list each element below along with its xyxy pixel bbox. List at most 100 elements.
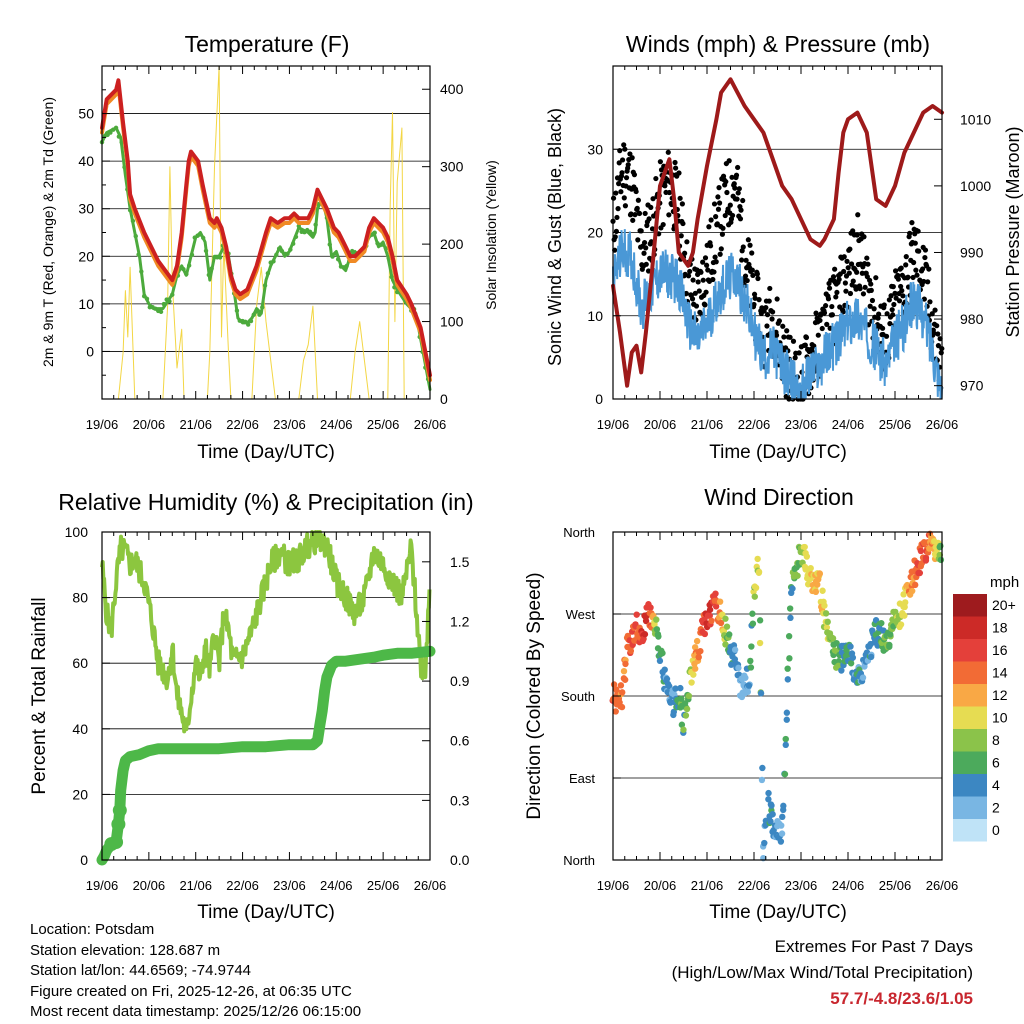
gust-point <box>717 251 723 257</box>
gust-point <box>745 237 751 243</box>
gust-point <box>635 237 641 243</box>
gust-point <box>920 266 926 272</box>
direction-point <box>917 547 925 555</box>
gust-point <box>751 291 758 297</box>
direction-point <box>922 554 930 562</box>
station-latlon: Station lat/lon: 44.6569; -74.9744 <box>30 962 252 979</box>
gust-point <box>854 232 860 238</box>
gust-point <box>824 321 830 327</box>
direction-point <box>847 660 855 667</box>
gust-point <box>910 274 916 281</box>
dewpoint-point <box>279 248 285 254</box>
legend-label: 0 <box>992 822 1000 838</box>
direction-point <box>695 653 702 661</box>
humidity-x-tick-label: 22/06 <box>226 878 259 893</box>
gust-point <box>733 172 740 178</box>
gust-point <box>868 281 874 287</box>
direction-point <box>878 619 885 627</box>
direction-point <box>656 657 664 665</box>
dewpoint-point <box>141 294 147 299</box>
gust-point <box>790 338 797 344</box>
gust-point <box>628 211 634 217</box>
gust-point <box>627 151 633 157</box>
dewpoint-point <box>327 242 332 247</box>
legend-label: 16 <box>992 642 1008 658</box>
gust-point <box>841 254 847 260</box>
gust-point <box>842 280 848 286</box>
legend-swatch <box>953 594 987 617</box>
direction-point <box>722 641 729 648</box>
direction-y-tick-label: North <box>563 853 595 868</box>
extremes-values: 57.7/-4.8/23.6/1.05 <box>830 989 973 1008</box>
direction-legend: 20+ 18 16 14 12 10 8 6 4 2 0 <box>953 594 1016 842</box>
gust-point <box>848 261 855 267</box>
direction-point <box>708 617 715 625</box>
temperature-x-tick-label: 22/06 <box>226 417 259 432</box>
gust-point <box>763 304 769 311</box>
winds-speed-series <box>612 229 943 400</box>
gust-point <box>829 312 835 318</box>
gust-point <box>722 212 728 219</box>
dewpoint-point <box>335 257 341 262</box>
temperature-y2-tick-label: 300 <box>440 159 464 175</box>
gust-point <box>742 273 749 279</box>
gust-point <box>914 272 920 278</box>
temperature-x-tick-label: 19/06 <box>86 417 119 432</box>
direction-point <box>712 603 720 610</box>
precip-point <box>112 803 127 818</box>
dewpoint-point <box>290 241 296 246</box>
dewpoint-point <box>217 255 223 260</box>
dewpoint-point <box>257 312 262 317</box>
winds-y2-tick-label: 990 <box>960 244 984 260</box>
humidity-y2-tick-label: 0.3 <box>450 792 470 808</box>
direction-point <box>887 631 894 638</box>
humidity-y2-tick-label: 0.6 <box>450 733 470 749</box>
gust-point <box>673 165 679 171</box>
direction-point <box>816 570 823 577</box>
gust-point <box>632 212 638 218</box>
dewpoint-point <box>333 251 338 256</box>
gust-point <box>736 186 742 192</box>
gust-point <box>929 311 935 317</box>
legend-swatch <box>953 819 987 842</box>
gust-point <box>692 290 698 296</box>
dewpoint-point <box>209 266 214 271</box>
dewpoint-point <box>136 252 141 257</box>
direction-point <box>747 664 755 671</box>
direction-point <box>717 619 725 627</box>
gust-point <box>764 323 770 329</box>
direction-point <box>617 682 625 689</box>
gust-point <box>815 332 821 338</box>
gust-point <box>935 331 941 337</box>
humidity-x-label: Time (Day/UTC) <box>197 902 335 923</box>
gust-point <box>704 262 710 268</box>
direction-x-tick-label: 23/06 <box>785 878 818 893</box>
humidity-x-tick-label: 21/06 <box>179 878 212 893</box>
dewpoint-point <box>380 242 386 247</box>
gust-point <box>662 183 668 189</box>
direction-point <box>749 620 757 627</box>
temperature-x-label: Time (Day/UTC) <box>197 442 335 463</box>
gust-point <box>685 273 692 279</box>
direction-point <box>706 606 714 613</box>
gust-point <box>738 257 745 263</box>
winds-y-label: Sonic Wind & Gust (Blue, Black) <box>545 108 565 366</box>
gust-point <box>650 196 656 202</box>
direction-point <box>835 662 842 670</box>
direction-point <box>697 647 704 655</box>
gust-point <box>921 278 927 285</box>
dewpoint-point <box>130 218 136 224</box>
direction-y-label: Direction (Colored By Speed) <box>524 572 545 819</box>
temperature-y-label: 2m & 9m T (Red, Orange) & 2m Td (Green) <box>40 97 56 367</box>
gust-point <box>886 297 892 303</box>
humidity-y-tick-label: 80 <box>72 590 88 606</box>
humidity-x-tick-label: 23/06 <box>273 878 306 893</box>
gust-point <box>903 254 909 260</box>
dewpoint-point <box>265 271 271 276</box>
gust-point <box>698 269 704 275</box>
dewpoint-point <box>383 246 389 251</box>
direction-point <box>688 679 695 686</box>
gust-point <box>841 268 847 275</box>
gust-point <box>641 250 647 256</box>
direction-point <box>716 598 724 605</box>
